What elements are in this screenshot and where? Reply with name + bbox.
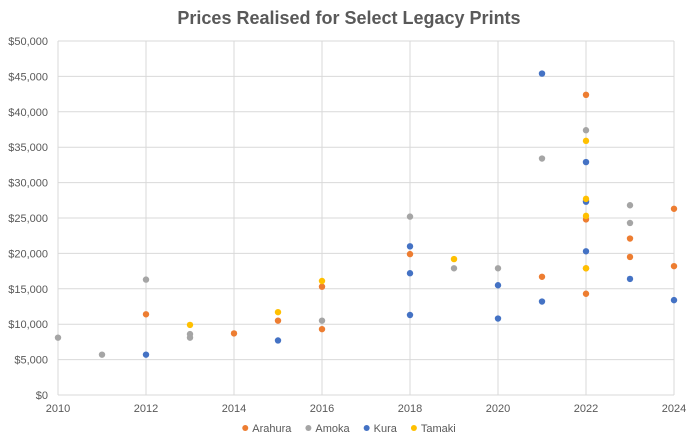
data-point-kura	[582, 158, 590, 166]
data-point-tamaki	[582, 212, 590, 220]
y-tick-label: $15,000	[8, 284, 48, 296]
data-point-tamaki	[186, 321, 194, 329]
data-point-amoka	[406, 213, 414, 220]
data-point-arahura	[230, 330, 238, 337]
data-point-amoka	[54, 334, 62, 341]
data-point-arahura	[274, 317, 282, 324]
data-point-kura	[582, 248, 590, 255]
data-point-arahura	[582, 91, 590, 99]
data-point-kura	[670, 296, 678, 304]
data-points	[54, 70, 678, 358]
x-tick-label: 2012	[134, 403, 158, 415]
data-point-tamaki	[450, 255, 458, 263]
data-point-kura	[538, 70, 546, 77]
y-tick-label: $10,000	[8, 319, 48, 331]
data-point-kura	[626, 275, 634, 283]
data-point-kura	[406, 311, 414, 319]
legend-marker-kura	[363, 425, 370, 431]
data-point-amoka	[538, 155, 546, 162]
chart-title: Prices Realised for Select Legacy Prints	[177, 8, 521, 28]
data-point-amoka	[582, 127, 590, 134]
legend-label-amoka: Amoka	[315, 423, 350, 435]
data-point-arahura	[582, 290, 590, 297]
data-point-amoka	[318, 317, 326, 324]
legend-label-tamaki: Tamaki	[421, 423, 456, 435]
y-tick-label: $0	[36, 390, 48, 402]
data-point-kura	[494, 315, 502, 322]
data-point-arahura	[538, 273, 546, 280]
data-point-kura	[142, 351, 150, 358]
data-point-tamaki	[274, 308, 282, 316]
data-point-amoka	[186, 334, 194, 341]
data-point-tamaki	[582, 137, 590, 145]
y-tick-label: $50,000	[8, 36, 48, 48]
data-point-kura	[406, 243, 414, 250]
axes: $0 $5,000 $10,000 $15,000 $20,000 $25,000 $30,…	[8, 36, 686, 415]
gridlines	[57, 40, 675, 396]
x-tick-label: 2014	[222, 403, 246, 415]
y-tick-label: $20,000	[8, 248, 48, 260]
data-point-amoka	[450, 265, 458, 272]
data-point-tamaki	[582, 195, 590, 203]
data-point-amoka	[98, 351, 106, 358]
data-point-arahura	[626, 235, 634, 242]
data-point-arahura	[142, 311, 150, 318]
data-point-arahura	[318, 325, 326, 333]
data-point-kura	[494, 282, 502, 289]
data-point-tamaki	[318, 277, 326, 285]
data-point-tamaki	[582, 265, 590, 272]
data-point-amoka	[494, 265, 502, 272]
data-point-amoka	[626, 202, 634, 209]
data-point-arahura	[670, 205, 678, 212]
legend-label-arahura: Arahura	[252, 423, 292, 435]
y-tick-label: $35,000	[8, 142, 48, 154]
legend-marker-tamaki	[410, 425, 417, 431]
data-point-kura	[406, 270, 414, 277]
y-tick-label: $40,000	[8, 107, 48, 119]
legend-marker-arahura	[242, 425, 249, 431]
data-point-amoka	[626, 219, 634, 227]
data-point-amoka	[142, 276, 150, 283]
x-tick-label: 2010	[46, 403, 70, 415]
data-point-arahura	[670, 262, 678, 270]
y-tick-label: $45,000	[8, 71, 48, 83]
y-tick-label: $30,000	[8, 178, 48, 190]
x-tick-label: 2020	[486, 403, 510, 415]
data-point-arahura	[406, 250, 414, 258]
y-tick-label: $25,000	[8, 213, 48, 225]
data-point-kura	[274, 337, 282, 344]
x-tick-label: 2016	[310, 403, 334, 415]
x-tick-label: 2022	[574, 403, 598, 415]
legend-label-kura: Kura	[374, 423, 398, 435]
legend-marker-amoka	[305, 425, 312, 431]
data-point-arahura	[626, 253, 634, 261]
y-tick-label: $5,000	[14, 355, 48, 367]
x-tick-label: 2018	[398, 403, 422, 415]
data-point-kura	[538, 298, 546, 305]
data-point-arahura	[318, 283, 326, 290]
x-tick-label: 2024	[662, 403, 686, 415]
legend: Arahura Amoka Kura Tamaki	[242, 423, 456, 435]
